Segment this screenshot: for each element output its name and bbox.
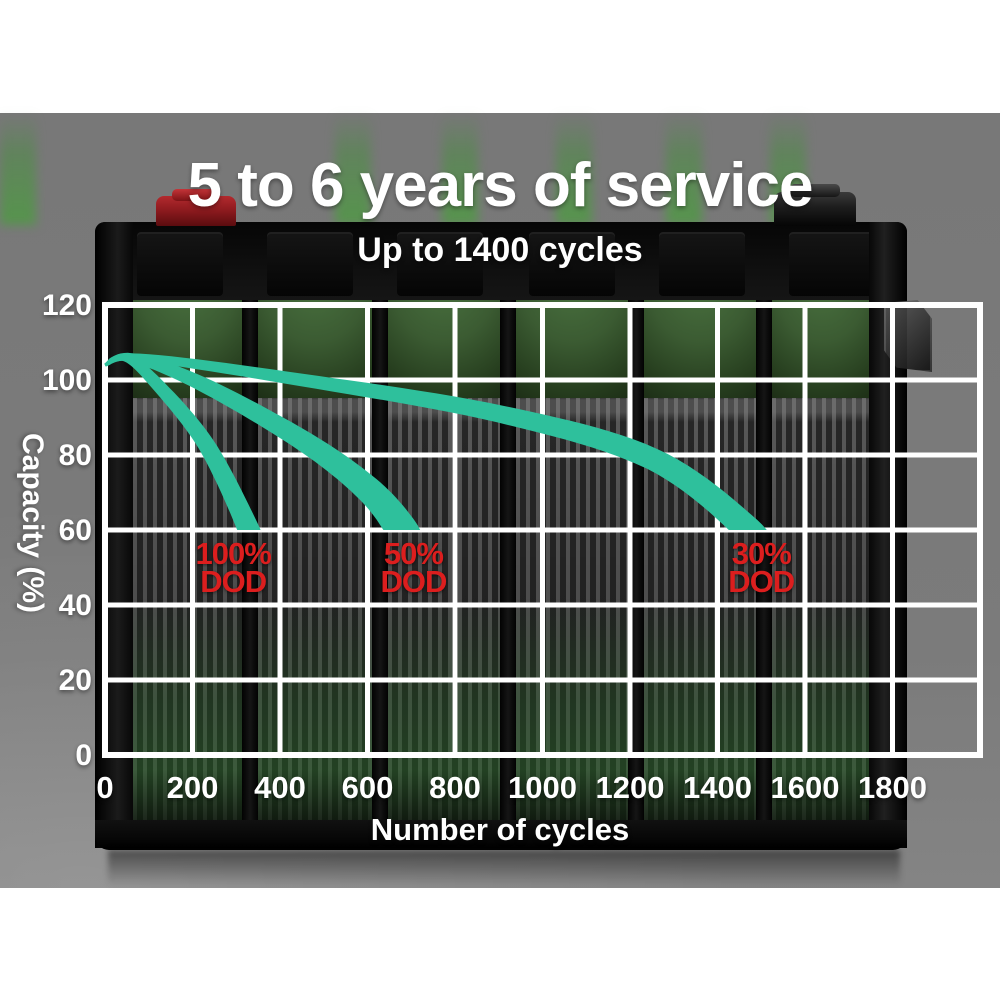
y-tick-label: 100 [41,364,92,397]
y-tick-label: 60 [58,514,92,547]
cell-glow [556,113,592,225]
y-tick-label: 0 [75,739,92,772]
y-tick-label: 120 [41,289,92,322]
battery-vent-cap [267,232,353,296]
cell-separator [500,300,516,828]
x-tick-label: 800 [429,770,481,805]
page-subtitle: Up to 1400 cycles [357,231,643,269]
cell-glow [442,113,478,225]
battery-left-wall [95,222,133,848]
y-tick-label: 20 [58,664,92,697]
dod-annotation: 30% DOD [728,535,795,599]
y-tick-label: 40 [58,589,92,622]
x-tick-label: 0 [96,770,114,805]
dod-annotation: 100% DOD [195,535,272,599]
x-tick-label: 1600 [770,770,840,805]
x-tick-label: 1200 [595,770,665,805]
page-title: 5 to 6 years of service [187,151,814,220]
battery-vent-cap [659,232,745,296]
plot-border [102,302,983,758]
battery-top-case [95,222,907,314]
cell-glow [0,113,36,225]
x-tick-label: 1400 [683,770,752,805]
cell-glow [335,113,371,225]
x-tick-label: 1800 [858,770,927,805]
battery-base [95,820,907,850]
battery-vent-cap [529,232,615,296]
x-tick-label: 200 [166,770,219,805]
cell-separator [372,300,388,828]
battery-terminal-positive [156,189,236,226]
battery-vent-cap [137,232,223,296]
cell-separator [242,300,258,828]
battery-vent-cap [789,232,875,296]
cell-glow [666,113,702,225]
capacity-curve-50-dod [104,352,421,530]
dod-annotation: 50% DOD [380,535,447,599]
cell-separator [756,300,772,828]
capacity-curve-100-dod [104,353,261,530]
battery-reflection [108,850,900,886]
battery-terminal-negative [774,184,856,226]
x-tick-label: 1000 [508,770,577,805]
battery-vent-cap [397,232,483,296]
y-tick-label: 80 [58,439,92,472]
x-tick-label: 400 [254,770,306,805]
capacity-curve-30-dod [104,353,767,530]
x-tick-label: 600 [341,770,394,805]
x-axis-title: Number of cycles [370,812,630,847]
